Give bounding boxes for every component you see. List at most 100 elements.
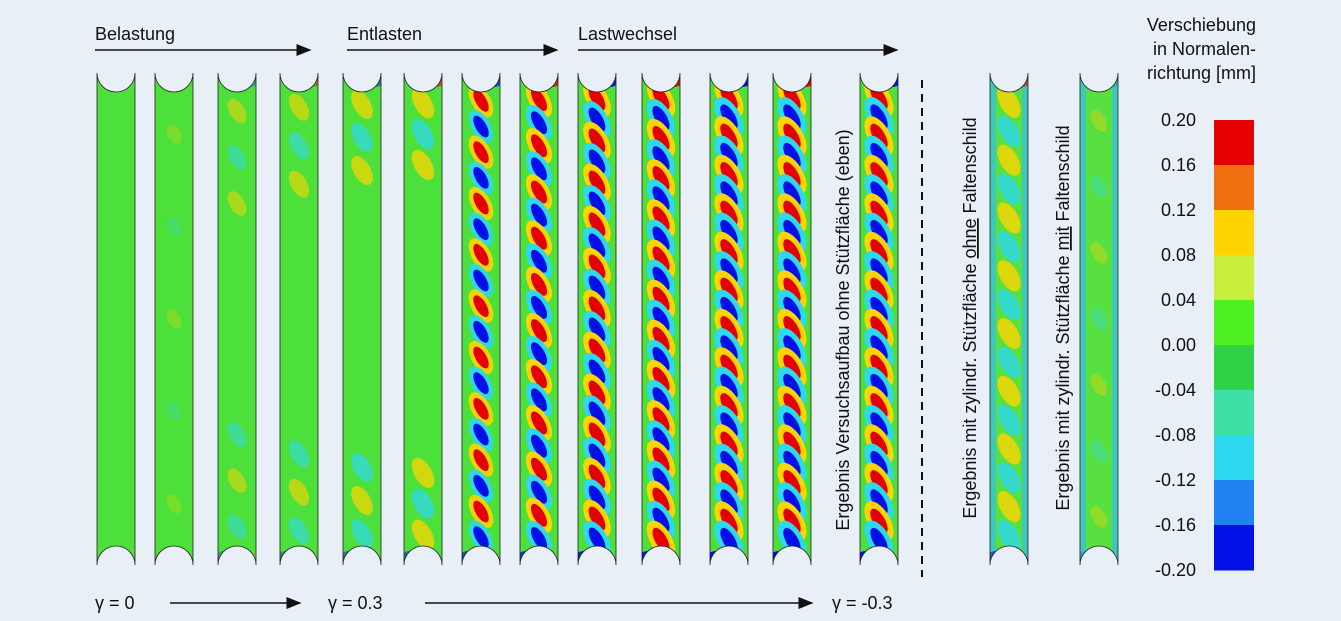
pattern (652, 186, 670, 211)
strip-base (280, 73, 318, 565)
tick-label: 0.16 (1161, 155, 1196, 175)
pattern (473, 243, 489, 266)
pattern (870, 104, 888, 130)
strip-outline (154, 72, 194, 566)
pattern (588, 128, 606, 153)
pattern (870, 450, 888, 476)
colorbar: Verschiebung in Normalen-richtung [mm] 0.2… (1147, 15, 1256, 580)
pattern (473, 474, 489, 497)
pattern (473, 295, 489, 318)
strip-outline (1079, 72, 1119, 566)
pattern (870, 316, 888, 342)
pattern (473, 526, 489, 549)
strip (520, 73, 558, 565)
pattern (411, 119, 435, 150)
pattern (411, 88, 435, 119)
tick-label: 0.04 (1161, 290, 1196, 310)
pattern (720, 277, 738, 303)
pattern (720, 104, 738, 130)
pattern (870, 431, 888, 457)
pattern (652, 467, 670, 492)
pattern (720, 316, 738, 342)
tick-label: 0.20 (1161, 110, 1196, 130)
pattern (530, 134, 548, 158)
pattern (588, 338, 606, 363)
pattern (720, 470, 738, 496)
strip (773, 73, 811, 565)
strip-core (1086, 73, 1112, 565)
pattern (720, 412, 738, 438)
pattern (530, 249, 548, 273)
strip-outline (772, 72, 812, 566)
pattern (870, 489, 888, 515)
pattern (652, 125, 670, 151)
pattern (588, 275, 606, 300)
pattern (652, 507, 670, 533)
strip-outline (519, 72, 559, 566)
pattern (588, 401, 606, 426)
pattern (997, 289, 1021, 321)
pattern (652, 306, 670, 332)
pattern (530, 272, 548, 296)
pattern (783, 277, 801, 303)
colorbar-title: richtung [mm] (1147, 63, 1256, 83)
pattern (870, 200, 888, 226)
strip (343, 73, 381, 565)
pattern (870, 277, 888, 303)
pattern (588, 296, 606, 321)
strip-outline (989, 72, 1029, 566)
strip-outline (577, 72, 617, 566)
pattern (870, 412, 888, 438)
pattern (870, 373, 888, 399)
pattern (997, 520, 1021, 552)
pattern (997, 462, 1021, 494)
tick-label: -0.16 (1155, 515, 1196, 535)
pattern (783, 354, 801, 380)
pattern (997, 115, 1021, 147)
strip-outline (709, 72, 749, 566)
pattern (530, 226, 548, 250)
strip-base (97, 73, 135, 565)
pattern (652, 447, 670, 472)
colorbar-band (1214, 300, 1254, 346)
tick-label: 0.08 (1161, 245, 1196, 265)
strip-base (343, 73, 381, 565)
pattern (652, 407, 670, 432)
pattern (166, 401, 182, 422)
pattern (870, 508, 888, 534)
pattern (473, 269, 489, 292)
colorbar-title: in Normalen- (1153, 39, 1256, 59)
pattern (351, 486, 373, 515)
strip (1080, 73, 1118, 565)
strip-outline (342, 72, 382, 566)
strip (710, 73, 748, 565)
pattern (588, 191, 606, 216)
pattern (997, 144, 1021, 176)
pattern (588, 212, 606, 237)
pattern (227, 514, 247, 540)
pattern (720, 431, 738, 457)
pattern (783, 431, 801, 457)
pattern (473, 397, 489, 420)
pattern (870, 296, 888, 322)
pattern (473, 372, 489, 395)
pattern (997, 375, 1021, 407)
pattern (997, 260, 1021, 292)
pattern (530, 388, 548, 412)
pattern (783, 181, 801, 207)
pattern (166, 216, 182, 237)
pattern (588, 422, 606, 447)
stage-label: Entlasten (347, 24, 422, 44)
pattern (720, 296, 738, 322)
pattern (530, 88, 548, 111)
pattern (997, 173, 1021, 205)
colorbar-band (1214, 120, 1254, 166)
pattern (166, 494, 182, 514)
pattern (588, 254, 606, 279)
tick-label: -0.12 (1155, 470, 1196, 490)
colorbar-band (1214, 165, 1254, 211)
stage-label: Belastung (95, 24, 175, 44)
pattern (588, 485, 606, 510)
pattern (997, 86, 1021, 118)
strip (218, 73, 256, 565)
